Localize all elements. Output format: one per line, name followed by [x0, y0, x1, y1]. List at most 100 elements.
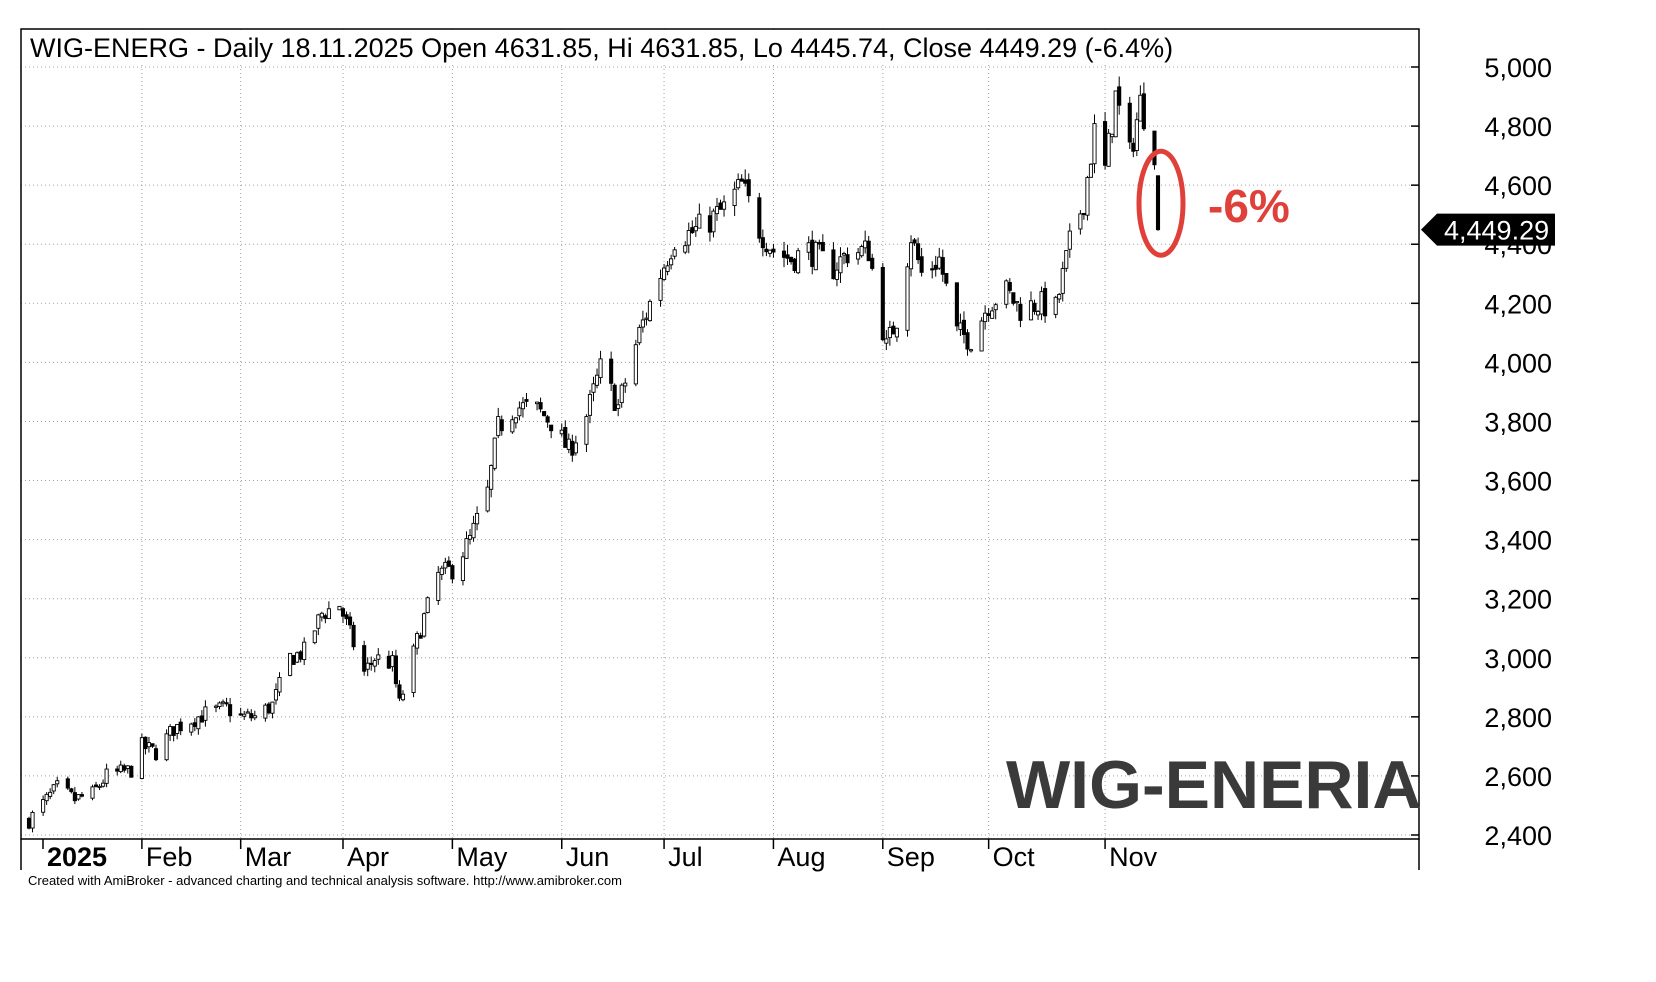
candle-body [771, 248, 776, 253]
candle [884, 330, 889, 351]
candle-body [298, 651, 303, 660]
candle-body [400, 693, 406, 701]
candle-body [538, 402, 543, 410]
candle [104, 763, 109, 788]
candle-body [1117, 86, 1122, 106]
candle [760, 229, 765, 257]
candle-body [658, 277, 663, 301]
candle-body [351, 624, 356, 648]
candle [489, 464, 494, 498]
candle-body [238, 713, 243, 716]
candle-body [146, 742, 152, 748]
candle [418, 632, 423, 639]
candle [90, 784, 95, 801]
last-price-label: 4,449.29 [1444, 216, 1549, 246]
candle-body [316, 614, 321, 629]
candle-body [587, 394, 593, 416]
candle [365, 657, 370, 677]
candle [340, 606, 346, 624]
candle [129, 765, 134, 778]
candle [683, 241, 688, 255]
y-tick-label: 5,000 [1484, 53, 1552, 83]
candle [1127, 96, 1132, 149]
candle-body [545, 416, 550, 423]
candle [273, 683, 279, 705]
candle [1007, 278, 1012, 294]
candle-body [1127, 102, 1132, 143]
candle [623, 378, 628, 393]
candle-body [813, 241, 818, 271]
candle [499, 415, 504, 436]
candle [252, 710, 257, 721]
annotation-circle [1136, 148, 1186, 258]
candle [178, 718, 183, 736]
candle-body [570, 440, 575, 456]
candle-body [460, 556, 466, 581]
y-tick-label: 2,600 [1484, 762, 1552, 792]
candle [372, 658, 377, 673]
candle-body [683, 245, 688, 253]
annotation-label: -6% [1208, 180, 1290, 232]
candle-body [884, 338, 889, 344]
candle [894, 327, 899, 342]
candle [485, 479, 490, 513]
candle-body [55, 780, 60, 785]
candle-body [199, 715, 204, 723]
candle [746, 173, 751, 203]
candle [665, 260, 670, 276]
candle [1064, 250, 1069, 272]
candle [1011, 292, 1016, 306]
candle-body [785, 254, 790, 259]
candle [563, 420, 568, 448]
candle [189, 722, 194, 736]
candle [697, 203, 702, 229]
candle [277, 672, 282, 697]
candle [376, 648, 381, 665]
candle [316, 613, 321, 636]
candle-body [1060, 268, 1065, 294]
candle-body [887, 326, 892, 339]
candle-body [415, 633, 420, 649]
candle [362, 640, 367, 676]
candle-body [686, 230, 691, 246]
candle-body [760, 237, 765, 249]
candle-body [810, 239, 815, 267]
candle-body [69, 788, 74, 793]
candle [961, 311, 967, 344]
candle-body [1035, 310, 1041, 316]
candle-body [979, 320, 984, 352]
candle-body [291, 655, 296, 665]
candle-body [266, 703, 271, 714]
candle-body [224, 702, 229, 705]
x-tick-label: May [456, 842, 508, 872]
candle [538, 397, 543, 413]
candle-body [369, 662, 374, 665]
candle [1004, 279, 1009, 309]
candle-body [524, 399, 529, 402]
candle-body [707, 215, 712, 233]
candle-body [743, 179, 748, 184]
candle [203, 700, 208, 727]
candle [1014, 300, 1019, 312]
candle [51, 783, 56, 795]
candle-body [591, 383, 596, 393]
candle-body [633, 344, 638, 385]
candle-body [612, 384, 617, 411]
candle [425, 596, 430, 614]
candle-body [1138, 94, 1143, 122]
candle [76, 794, 81, 801]
candle-body [990, 310, 995, 319]
candle [217, 701, 222, 710]
candle-body [993, 304, 998, 311]
candle [1057, 292, 1062, 304]
candle [1092, 114, 1097, 174]
candle [44, 792, 49, 805]
candle-body [1106, 132, 1111, 167]
candle [471, 515, 476, 542]
candle-body [665, 265, 670, 272]
candle-body [859, 246, 864, 257]
candle-body [489, 465, 494, 490]
candle [422, 612, 427, 638]
candle-body [189, 723, 194, 733]
